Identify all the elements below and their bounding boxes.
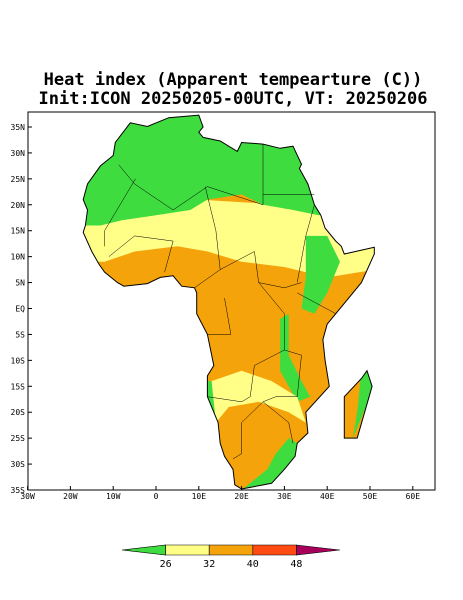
lat-label: 20N bbox=[11, 201, 26, 210]
lon-label: 30W bbox=[20, 492, 35, 501]
colorbar-label: 32 bbox=[203, 559, 215, 570]
lat-label: 15N bbox=[11, 227, 26, 236]
border bbox=[296, 204, 315, 283]
field-green-ethiopia bbox=[301, 235, 340, 314]
lon-label: 20W bbox=[63, 492, 78, 501]
border bbox=[297, 292, 336, 314]
border bbox=[104, 178, 136, 247]
lat-label: 20S bbox=[11, 408, 26, 417]
colorbar-swatch bbox=[296, 544, 341, 556]
lat-label: 5N bbox=[15, 279, 25, 288]
field-green-madagascar bbox=[352, 370, 375, 439]
lon-label: 0 bbox=[154, 492, 159, 501]
lat-label: 10N bbox=[11, 253, 26, 262]
colorbar-swatch bbox=[121, 544, 166, 556]
lat-label: 35S bbox=[11, 486, 26, 495]
lon-label: 50E bbox=[363, 492, 378, 501]
border bbox=[118, 144, 264, 211]
title-line-1: Heat index (Apparent tempearture (C)) bbox=[44, 70, 423, 90]
lat-label: 25N bbox=[11, 175, 26, 184]
border bbox=[262, 401, 294, 444]
lon-label: 10W bbox=[106, 492, 121, 501]
coastline bbox=[82, 114, 375, 490]
lat-label: 30N bbox=[11, 149, 26, 158]
lon-label: 20E bbox=[234, 492, 249, 501]
border bbox=[204, 186, 302, 289]
lat-label: 35N bbox=[11, 123, 26, 132]
border bbox=[108, 235, 174, 273]
colorbar: 26 32 40 48 bbox=[121, 544, 341, 570]
border bbox=[207, 282, 285, 403]
field-green-east bbox=[280, 313, 311, 402]
field-yellow-south bbox=[211, 370, 306, 423]
border bbox=[207, 298, 232, 335]
colorbar-swatch bbox=[252, 544, 297, 556]
border bbox=[232, 349, 302, 460]
axis-labels: 35N 30N 25N 20N 15N 10N 5N EQ 5S 10S 15S 20S 25S 30S 3… bbox=[11, 123, 421, 501]
lon-label: 60E bbox=[406, 492, 421, 501]
lat-label: 30S bbox=[11, 460, 26, 469]
lat-label: 25S bbox=[11, 434, 26, 443]
colorbar-label: 40 bbox=[247, 559, 259, 570]
colorbar-swatch bbox=[165, 544, 210, 556]
lat-label: EQ bbox=[15, 305, 25, 314]
lat-label: 5S bbox=[15, 330, 25, 339]
border bbox=[194, 269, 221, 289]
lat-label: 15S bbox=[11, 382, 26, 391]
title-line-2: Init:ICON 20250205-00UTC, VT: 20250206 bbox=[39, 89, 428, 109]
colorbar-label: 48 bbox=[290, 559, 302, 570]
lat-label: 10S bbox=[11, 356, 26, 365]
lon-label: 10E bbox=[192, 492, 207, 501]
colorbar-label: 26 bbox=[160, 559, 172, 570]
colorbar-swatch bbox=[208, 544, 254, 556]
lon-label: 30E bbox=[277, 492, 292, 501]
lon-label: 40E bbox=[320, 492, 335, 501]
